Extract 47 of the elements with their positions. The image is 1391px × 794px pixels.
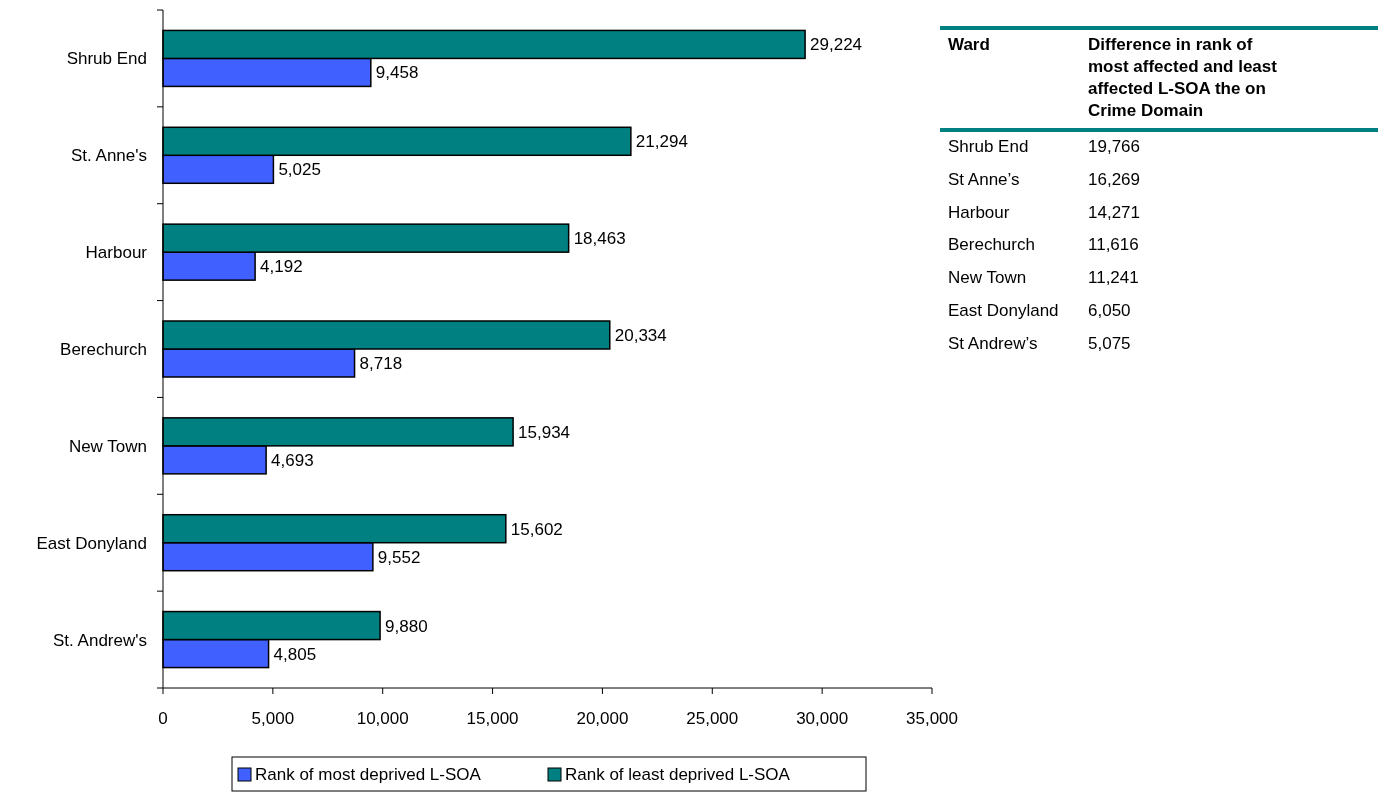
legend-label: Rank of least deprived L-SOA bbox=[565, 765, 791, 784]
text: 11,241 bbox=[1088, 268, 1139, 288]
y-tick-label: Berechurch bbox=[60, 340, 147, 359]
x-tick-label: 25,000 bbox=[686, 709, 739, 728]
text: Ward bbox=[948, 35, 990, 54]
data-label: 21,294 bbox=[635, 132, 688, 152]
y-tick-label: Shrub End bbox=[66, 49, 147, 69]
data-label: 18,463 bbox=[573, 229, 626, 249]
data-label: 15,602 bbox=[510, 519, 563, 539]
data-label: 15,934 bbox=[518, 422, 571, 442]
text: 19,766 bbox=[1088, 137, 1140, 156]
data-label: 4,693 bbox=[271, 450, 314, 470]
data-label: 9,552 bbox=[377, 547, 421, 567]
text: 5,075 bbox=[1088, 333, 1131, 353]
text: 6,050 bbox=[1088, 301, 1131, 320]
data-label: 8,718 bbox=[359, 354, 403, 373]
data-label: 20,334 bbox=[614, 326, 667, 345]
data-label: 9,880 bbox=[385, 616, 428, 636]
x-tick-label: 20,000 bbox=[576, 709, 629, 728]
text: Difference in rank of most affected and least affected L-SOA the on Crime Domain bbox=[1088, 35, 1278, 120]
legend-label: Rank of most deprived L-SOA bbox=[255, 765, 482, 784]
x-tick-label: 35,000 bbox=[906, 709, 958, 728]
y-tick-label: New Town bbox=[68, 436, 147, 456]
y-tick-label: East Donyland bbox=[36, 533, 147, 553]
category-label: East Donyland bbox=[948, 301, 1059, 320]
data-label: 4,192 bbox=[260, 257, 303, 277]
y-tick-label: Harbour bbox=[85, 243, 148, 263]
category-label: New Town bbox=[948, 268, 1027, 288]
data-label: 5,025 bbox=[278, 160, 321, 180]
text: 16,269 bbox=[1088, 169, 1140, 189]
x-tick-label: 15,000 bbox=[466, 709, 519, 728]
data-label: 4,805 bbox=[273, 644, 317, 664]
x-tick-label: 30,000 bbox=[796, 709, 849, 728]
text: 11,616 bbox=[1088, 235, 1139, 255]
category-label: St Anne’s bbox=[948, 169, 1020, 189]
category-label: Harbour bbox=[948, 202, 1010, 222]
y-tick-label: St. Andrew's bbox=[53, 630, 147, 650]
data-label: 9,458 bbox=[375, 63, 419, 83]
x-tick-label: 5,000 bbox=[251, 709, 295, 728]
category-label: Berechurch bbox=[948, 235, 1035, 255]
y-tick-label: St. Anne's bbox=[70, 146, 147, 166]
x-tick-label: 10,000 bbox=[356, 709, 409, 728]
category-label: Shrub End bbox=[948, 137, 1029, 156]
text: 14,271 bbox=[1088, 202, 1140, 222]
category-label: St Andrew’s bbox=[948, 333, 1038, 353]
data-label: 29,224 bbox=[810, 35, 863, 55]
x-tick-label: 0 bbox=[158, 709, 168, 728]
